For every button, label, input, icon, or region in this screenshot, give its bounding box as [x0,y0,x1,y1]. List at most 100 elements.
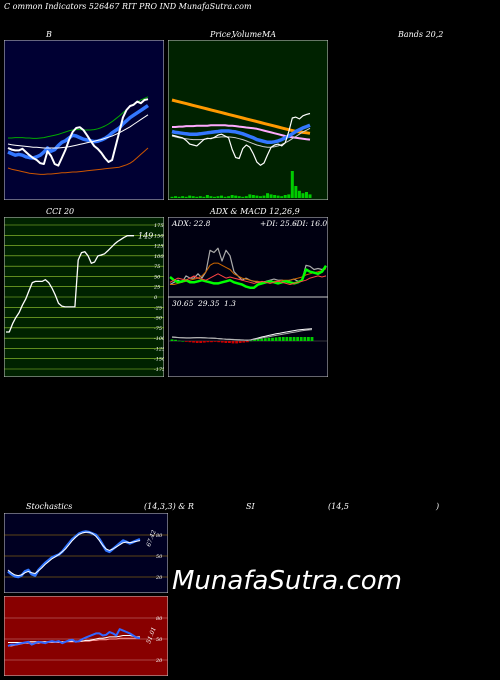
volume-bar [248,194,252,198]
bands-label: B [46,30,52,39]
rsi-params-label: (14,5 [328,502,349,511]
volume-bar [216,196,220,198]
cci-tick-label: 100 [154,254,164,260]
macd-histogram-bar [217,341,221,343]
volume-bar [234,195,238,198]
macd-histogram-bar [188,341,192,343]
macd-histogram-bar [213,341,217,342]
macd-histogram-bar [281,337,285,341]
volume-bar [251,195,255,198]
macd-histogram-bar [289,337,292,341]
adx-background [168,217,328,297]
macd-histogram-bar [303,337,307,341]
cci-tick-label: -175 [154,367,164,373]
volume-bar [181,196,185,198]
volume-bar [191,196,195,198]
adx-value: ADX: 22.8 [171,219,211,228]
macd-hist-value: 1.3 [224,299,236,308]
bb-price-line [7,98,149,167]
bands-right-label: Bands 20,2 [398,30,444,39]
macd-histogram-bar [235,341,239,344]
bollinger-chart [4,40,164,200]
volume-bar [174,196,178,198]
stoch-label: Stochastics [26,502,73,511]
adx-chart: ADX: 22.8 +DI: 25.6 -DI: 16.07 [168,217,328,297]
macd-histogram-bar [206,341,210,343]
volume-bar [170,196,174,198]
volume-bar [269,194,273,198]
macd-histogram-bar [310,337,314,341]
volume-bar [227,196,231,198]
macd-histogram-bar [274,337,278,341]
volume-bar [262,195,266,198]
volume-bar [195,196,199,198]
volume-bar [212,196,216,198]
stoch-tick-label: 20 [155,575,163,581]
cci-tick-label: -75 [154,326,162,332]
macd-histogram-bar [238,341,242,343]
macd-histogram-bar [224,341,228,343]
cci-tick-label: -125 [154,346,164,352]
ma-long [171,98,311,135]
macd-histogram-bar [263,338,267,341]
rsi-line [7,628,141,647]
volume-bar [237,196,241,198]
plus-di-value: +DI: 25.6 [260,219,297,228]
macd-chart: 30.65 29.35 1.3 [168,297,328,377]
bb-upper-band [8,96,149,139]
stochastics-background [4,513,168,593]
macd-histogram-bar [253,339,256,341]
page-title: C ommon Indicators 526467 RIT PRO IND Mu… [4,2,252,11]
macd-histogram-bar [228,341,231,343]
volume-bar [205,195,209,198]
volume-bar [202,196,206,198]
cci-tick-label: 150 [154,233,164,239]
volume-bar [184,196,188,198]
cci-tick-label: 75 [154,264,160,270]
macd-histogram-bar [202,341,206,343]
cci-tick-label: -50 [154,316,163,322]
volume-bar [287,194,291,198]
volume-bar [220,195,224,198]
stoch-d-line [7,531,141,577]
adx-smooth-line [170,262,327,285]
macd-value: 30.65 [172,299,194,308]
cci-tick-label: -100 [154,336,164,342]
volume-bar [266,193,270,198]
macd-histogram-bar [170,339,174,341]
cci-chart: 175 150 125 100 75 50 25 0 -25 -50 -75 -100 -125 -150… [4,217,164,377]
volume-bar [301,193,305,198]
cci-tick-label: -25 [154,305,162,311]
macd-histogram-bar [292,337,296,341]
macd-histogram-bar [231,341,235,344]
volume-bar [223,196,227,198]
price-line [171,112,311,166]
macd-histogram-bar [267,337,271,341]
macd-histogram-bar [271,337,274,341]
macd-signal-line [171,329,313,341]
volume-bar [283,195,287,198]
macd-histogram-bar [256,339,260,341]
volume-bar [294,186,298,198]
macd-histogram-bar [242,341,246,343]
bb-lower-band [7,147,149,175]
macd-histogram-bar [177,340,181,342]
stoch-tick-label: 80 [156,533,163,539]
macd-histogram-bar [184,341,188,342]
cci-tick-label: 25 [153,285,160,291]
rsi-tick-label: 50 [156,637,163,643]
cci-label: CCI 20 [46,207,75,216]
bb-mid-line [7,114,149,149]
volume-bar [177,196,181,198]
cci-line [6,235,134,333]
macd-histogram-bar [245,341,249,343]
volume-bar [209,196,213,198]
volume-bar [255,195,259,198]
rsi-background [4,596,168,676]
price-label: Price, [210,30,234,39]
macd-histogram-bar [278,337,282,341]
macd-histogram-bar [249,340,253,342]
volume-label: Volume [232,30,262,39]
